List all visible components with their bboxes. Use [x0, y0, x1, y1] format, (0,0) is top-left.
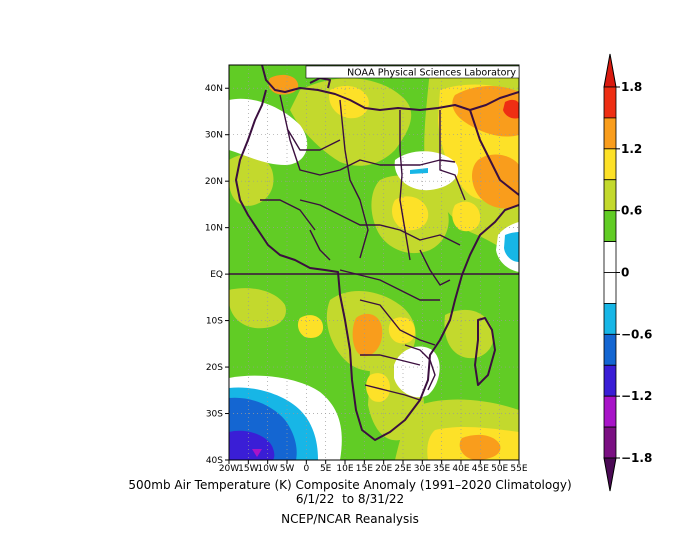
lon-tick-label: 10E [336, 464, 353, 474]
lon-tick-label: 35E [433, 464, 450, 474]
lon-tick-label: 25E [394, 464, 411, 474]
anomaly-zone-yellow [297, 315, 324, 338]
lon-tick-label: 5W [280, 464, 295, 474]
banner-box [305, 65, 520, 79]
lon-tick-label: 55E [510, 464, 527, 474]
lon-tick-label: 40E [452, 464, 469, 474]
lat-tick-label: 20N [205, 177, 223, 187]
map-panel [229, 65, 519, 460]
colorbar-tick-label: −0.6 [621, 327, 652, 341]
colorbar-segment [603, 303, 617, 335]
lon-tick-label: 20E [375, 464, 392, 474]
caption-title: 500mb Air Temperature (K) Composite Anom… [128, 478, 572, 492]
lon-tick-label: 15W [238, 464, 258, 474]
colorbar-segment [603, 395, 617, 428]
colorbar-tick-label: −1.2 [621, 389, 652, 403]
lon-tick-label: 20W [219, 464, 239, 474]
colorbar-segment [603, 426, 617, 459]
coastlines [235, 65, 519, 441]
anomaly-zone-yellow [329, 85, 369, 119]
colorbar-segment [603, 210, 617, 242]
anomaly-zone-yellowgreen [229, 288, 286, 329]
lat-tick-label: 40S [206, 456, 223, 466]
anomaly-zone-yellowgreen [444, 309, 494, 359]
caption-date-range: 6/1/22 to 8/31/22 [295, 492, 405, 506]
anomaly-zone-red [503, 99, 519, 119]
lon-tick-label: 10W [257, 464, 277, 474]
lon-tick-label: 0 [303, 464, 309, 474]
caption-source: NCEP/NCAR Reanalysis [281, 512, 419, 526]
map-frame [228, 64, 520, 461]
lat-tick-label: 40N [205, 84, 223, 94]
anomaly-zone-neutral [229, 98, 308, 165]
colorbar-top-arrow [603, 53, 617, 88]
anomaly-zone-yellow [366, 373, 390, 402]
colorbar-segment [603, 148, 617, 181]
colorbar-segment [603, 117, 617, 150]
lon-tick-label: 15E [356, 464, 373, 474]
lon-tick-label: 5E [320, 464, 332, 474]
colorbar-segment [603, 179, 617, 212]
anomaly-zone-magenta [252, 449, 262, 457]
colorbar-segment [603, 364, 617, 397]
lat-tick-label: 10N [205, 224, 223, 234]
lon-tick-label: 45E [472, 464, 489, 474]
banner-text: NOAA Physical Sciences Laboratory [347, 68, 516, 79]
lat-tick-label: 20S [206, 363, 223, 373]
colorbar: 1.8 1.2 0.6 0 −0.6 −1.2 −1.8 [603, 53, 652, 492]
anomaly-zone-orange [472, 154, 519, 209]
colorbar-segment [603, 272, 617, 304]
country-borders [260, 94, 466, 401]
anomaly-zone-yellow [452, 201, 481, 232]
anomaly-zone-orange [452, 86, 519, 137]
lat-tick-label: EQ [210, 270, 223, 280]
colorbar-tick-label: 1.8 [621, 80, 642, 94]
colorbar-tick-label: 1.2 [621, 142, 642, 156]
latitude-axis: 40N 30N 20N 10N EQ 10S 20S 30S 40S [205, 84, 229, 466]
anomaly-zone-orange [352, 313, 383, 357]
lon-tick-label: 30E [414, 464, 431, 474]
colorbar-segment [603, 241, 617, 273]
colorbar-segment [603, 333, 617, 366]
anomaly-zone-yellowgreen [290, 78, 412, 166]
anomaly-zone-orange [459, 434, 501, 460]
colorbar-bottom-arrow [603, 457, 617, 492]
anomaly-zone-cyan [504, 232, 519, 262]
colorbar-tick-label: 0.6 [621, 204, 642, 218]
colorbar-segment [603, 86, 617, 119]
colorbar-tick-label: 0 [621, 266, 629, 280]
lat-tick-label: 30S [206, 410, 223, 420]
lon-tick-label: 50E [491, 464, 508, 474]
anomaly-zone-indigo [229, 430, 275, 460]
anomaly-zone-yellowgreen [229, 154, 274, 206]
anomaly-zone-cyan [410, 168, 428, 174]
lat-tick-label: 10S [206, 317, 223, 327]
colorbar-tick-label: −1.8 [621, 451, 652, 465]
lat-tick-label: 30N [205, 131, 223, 141]
